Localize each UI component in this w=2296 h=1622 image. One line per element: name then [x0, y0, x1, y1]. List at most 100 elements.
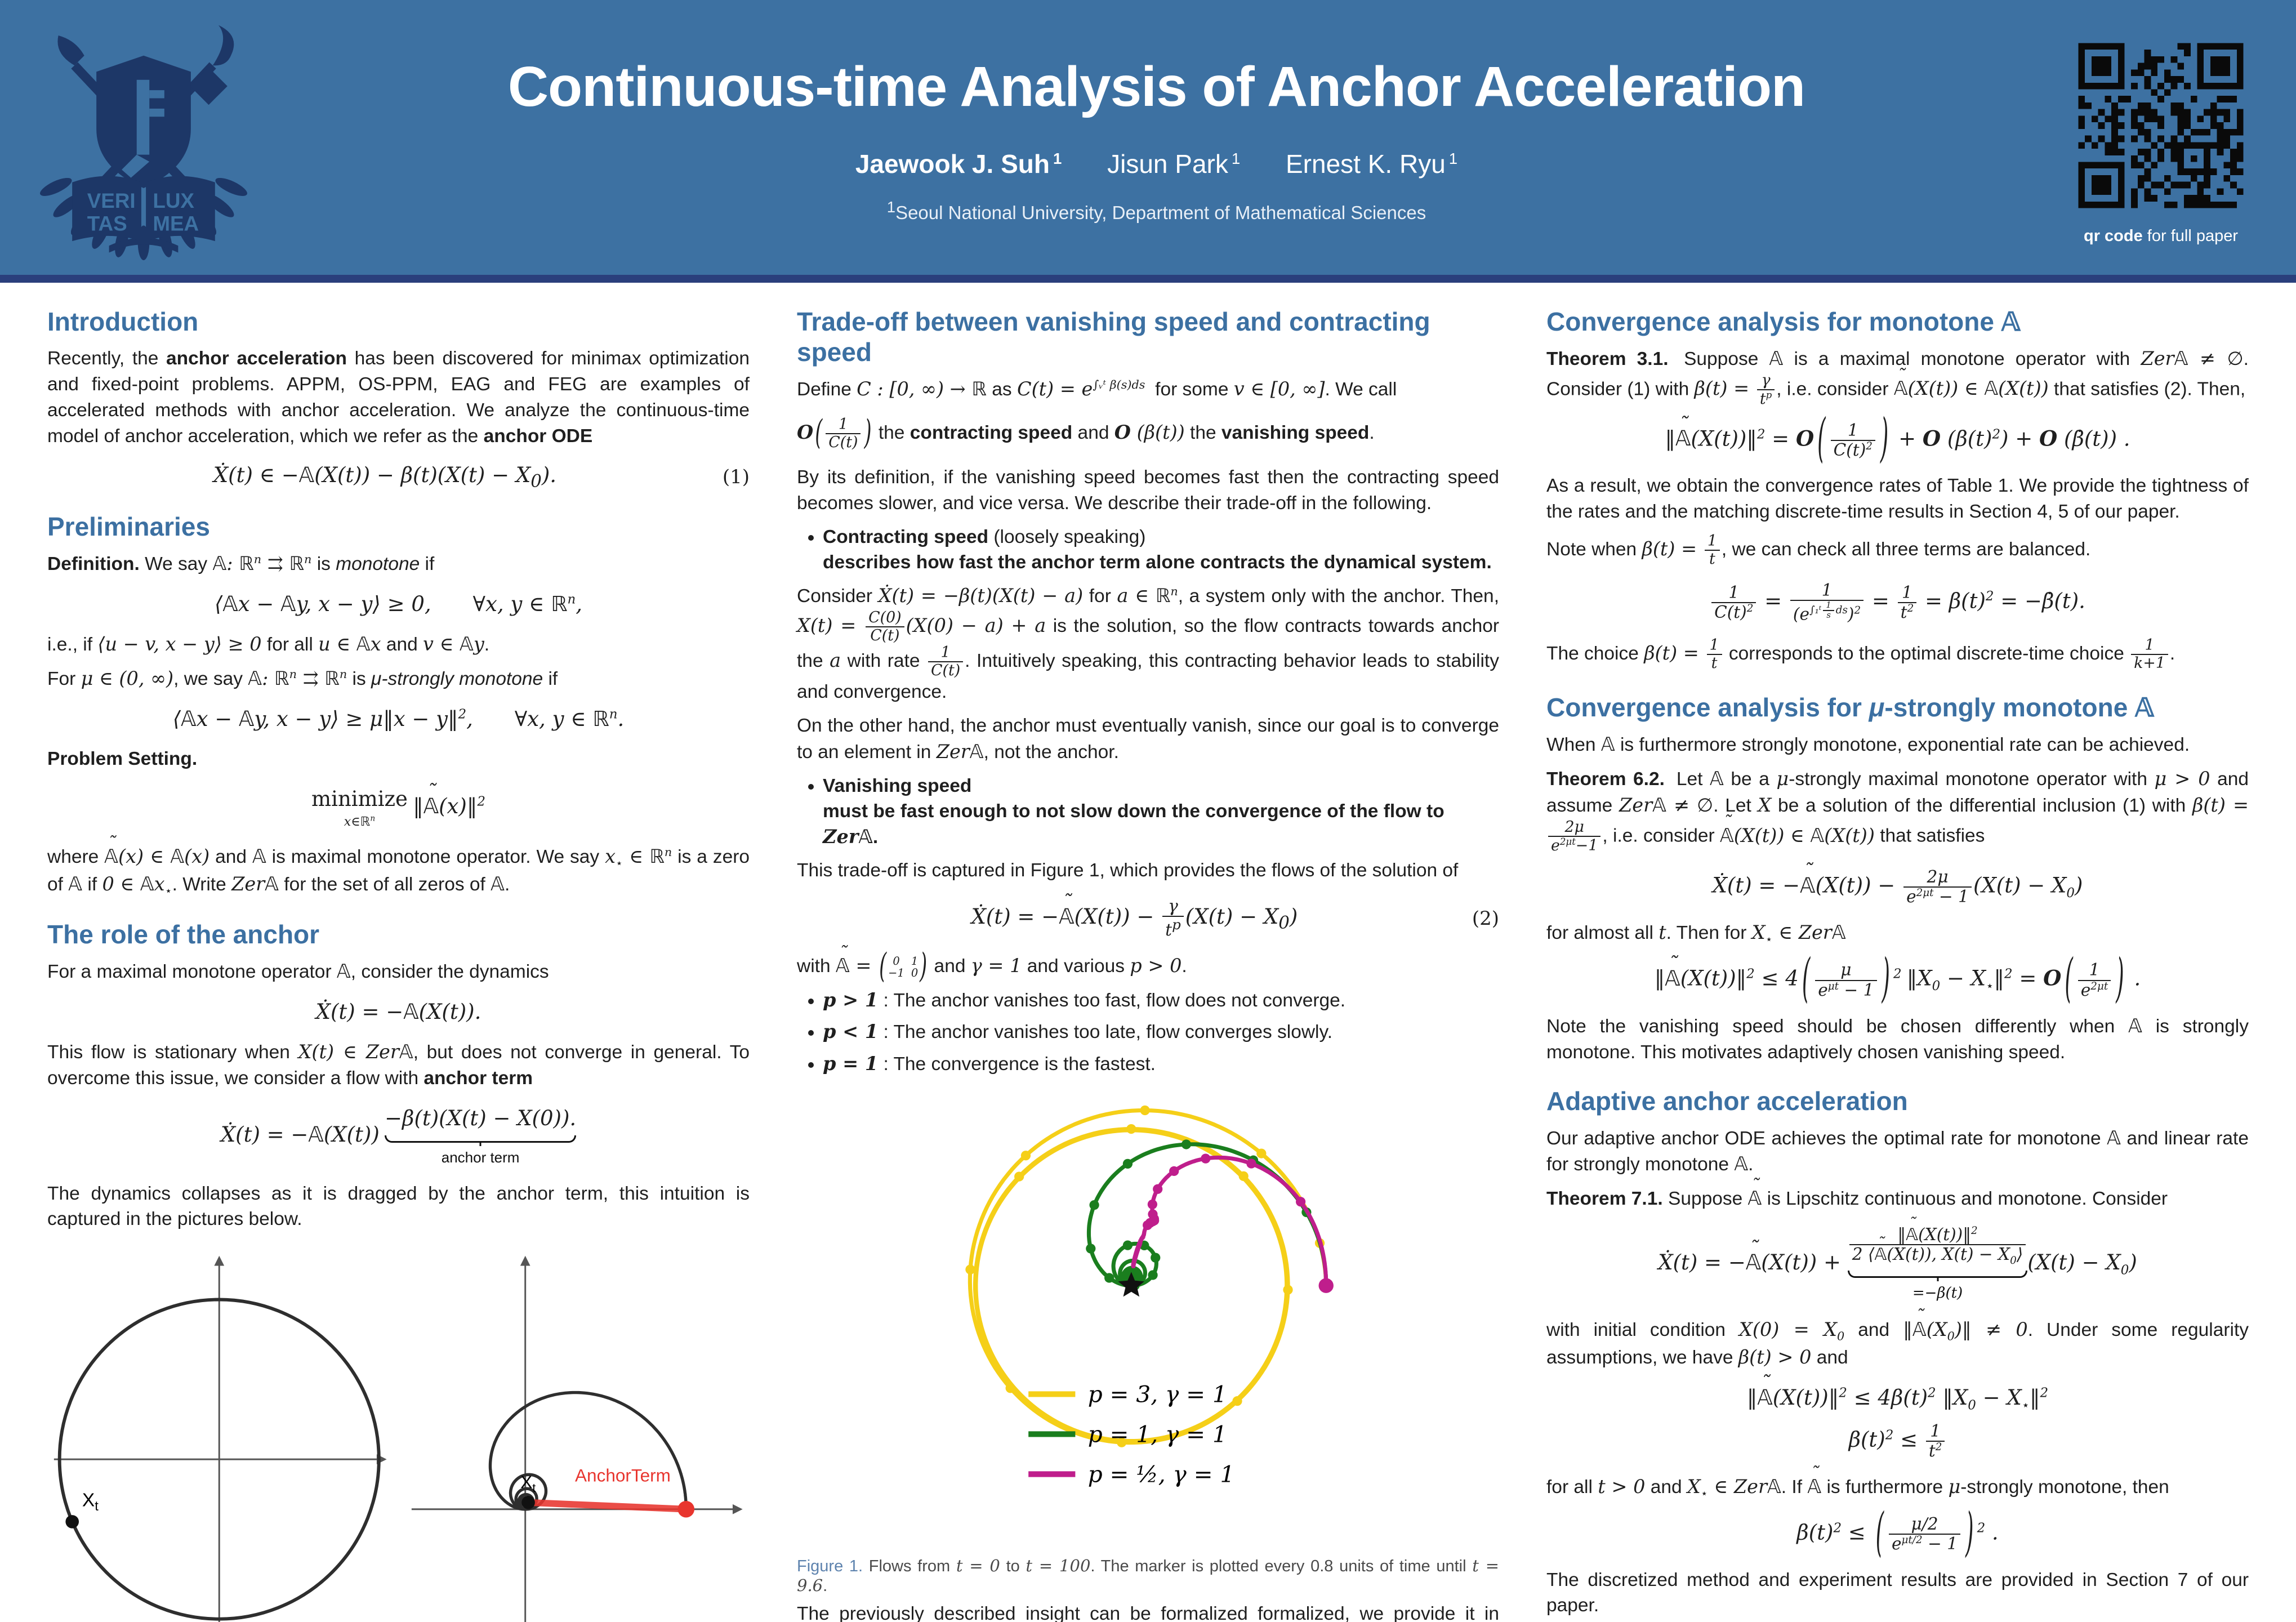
- paragraph: This flow is stationary when X(t) ∈ Zer𝔸…: [47, 1040, 750, 1089]
- circular-orbit: [57, 1298, 381, 1621]
- header-center: Continuous-time Analysis of Anchor Accel…: [265, 51, 2048, 224]
- legend-label: p = ½, γ = 1: [1088, 1461, 1235, 1488]
- anchor-point: [677, 1501, 694, 1518]
- author-2: Jisun Park 1: [1107, 149, 1241, 179]
- time-marker: [1147, 1199, 1157, 1210]
- state-point: [65, 1515, 79, 1529]
- time-marker: [1169, 1166, 1179, 1176]
- speeds-definition: O(1 C(t)) the contracting speed and O (β(…: [797, 412, 1375, 452]
- time-marker: [1295, 1197, 1306, 1207]
- theorem-7-1: Theorem 7.1. Suppose 𝔸 is Lipschitz cont…: [1546, 1186, 2249, 1212]
- time-marker: [1122, 1240, 1133, 1250]
- y-axis-arrow: [214, 1256, 225, 1266]
- time-marker: [1116, 1437, 1127, 1447]
- author-3: Ernest K. Ryu 1: [1286, 149, 1458, 179]
- start-marker: [1318, 1278, 1334, 1293]
- theorem-3-1: Theorem 3.1. Suppose 𝔸 is a maximal mono…: [1546, 346, 2249, 408]
- time-marker: [1283, 1285, 1293, 1295]
- svg-text:TAS: TAS: [87, 212, 127, 235]
- svg-text:VERI: VERI: [87, 189, 136, 212]
- qr-code-image: [2078, 42, 2244, 208]
- equation-flow: Ẋ(t) = −𝔸(X(t)).: [315, 999, 482, 1024]
- header: VERI TAS LUX MEA Continuous-time Analysis o…: [0, 0, 2296, 275]
- legend-label: p = 3, γ = 1: [1088, 1381, 1227, 1408]
- equation-rate-monotone: ‖𝔸(X(t))‖2 = O(1C(t)2) + O (β(t)2) + O (…: [1546, 408, 2249, 469]
- flow-diagrams: Xt Flow of Ẋ(t) = −𝔸(X(t)),with 𝔸 = (01−…: [47, 1246, 750, 1622]
- flow-curve-p3: [968, 1108, 1328, 1445]
- state-point-label: Xt: [520, 1472, 536, 1495]
- section-heading-preliminaries: Preliminaries: [47, 511, 210, 541]
- affiliation: 1Seoul National University, Department o…: [886, 198, 1426, 223]
- figure-1-spiral-chart: p = 3, γ = 1 p = 1, γ = 1 p = ½, γ = 1: [965, 1105, 1334, 1488]
- time-marker: [1142, 1220, 1153, 1230]
- solution-star-marker: [1118, 1272, 1144, 1297]
- time-marker: [1104, 1273, 1114, 1283]
- anchored-flow-spiral-diagram: AnchorTerm Xt: [411, 1256, 743, 1622]
- theorem-6-2: Theorem 6.2. Let 𝔸 be a μ-strongly maxim…: [1546, 766, 2249, 854]
- paragraph: As a result, we obtain the convergence r…: [1546, 475, 2249, 522]
- paragraph: Consider Ẋ(t) = −β(t)(X(t) − a) for a ∈ …: [797, 584, 1499, 702]
- poster-title: Continuous-time Analysis of Anchor Accel…: [507, 55, 1805, 118]
- equation-number: (1): [722, 465, 750, 488]
- equation-adaptive-strong: β(t)2 ≤ (μ/2 eμt/2 − 1) 2 .: [1796, 1501, 1999, 1563]
- figure-1-flows: p = 3, γ = 1 p = 1, γ = 1 p = ½, γ = 1: [797, 1087, 1499, 1553]
- underbrace: [385, 1135, 577, 1143]
- column-tradeoff: Trade-off between vanishing speed and co…: [797, 298, 1499, 1622]
- column-convergence: Convergence analysis for monotone 𝔸 Theo…: [1546, 298, 2249, 1622]
- equation-balance: 1 C(t)2 = 1 (e∫₁ᵗ 1 s ds)2 = 1 t2 = β(t)2 = −β…: [1546, 581, 2249, 624]
- time-marker: [1201, 1153, 1211, 1164]
- state-point: [521, 1496, 535, 1509]
- poster-body: Introduction Recently, the anchor accele…: [0, 283, 2296, 1622]
- time-marker: [1005, 1383, 1015, 1393]
- bullet-p-lt-1: p < 1 : The anchor vanishes too late, fl…: [823, 1019, 1499, 1045]
- paragraph: Definition. We say 𝔸: ℝn ⇉ ℝn is monoton…: [47, 552, 435, 574]
- underbrace-label: =−β(t): [1912, 1284, 1963, 1302]
- underbrace-group: ‖𝔸(X(t))‖22 ⟨𝔸(X(t)), X(t) − X0⟩=−β(t): [1847, 1226, 2028, 1303]
- time-marker: [1151, 1253, 1161, 1263]
- paragraph: Note the vanishing speed should be chose…: [1546, 1014, 2249, 1063]
- bullet-p-eq-1: p = 1 : The convergence is the fastest.: [823, 1051, 1499, 1077]
- paragraph: Define C : [0, ∞) → ℝ as C(t) = e∫ᵥᵗ β(s…: [797, 377, 1397, 400]
- paragraph: By its definition, if the vanishing spee…: [797, 466, 1499, 514]
- paragraph: For μ ∈ (0, ∞), we say 𝔸: ℝn ⇉ ℝn is μ-s…: [47, 667, 558, 689]
- paragraph: When 𝔸 is furthermore strongly monotone,…: [1546, 733, 2190, 756]
- bullet-p-gt-1: p > 1 : The anchor vanishes too fast, fl…: [823, 987, 1499, 1013]
- svg-text:MEA: MEA: [153, 212, 199, 235]
- paragraph: The previously described insight can be …: [797, 1603, 1499, 1622]
- column-introduction: Introduction Recently, the anchor accele…: [47, 298, 750, 1622]
- paragraph: On the other hand, the anchor must event…: [797, 715, 1499, 763]
- time-marker: [1246, 1158, 1256, 1169]
- time-marker: [1140, 1105, 1150, 1116]
- paragraph: with 𝔸 = (01−10) and γ = 1 and various p…: [797, 946, 1499, 985]
- section-heading-tradeoff: Trade-off between vanishing speed and co…: [797, 307, 1430, 367]
- bullet-list: Contracting speed (loosely speaking)desc…: [823, 524, 1499, 575]
- qr-caption: qr code for full paper: [2083, 226, 2238, 245]
- underbrace-group: −β(t)(X(t) − X(0)). anchor term: [385, 1105, 577, 1168]
- paragraph: The dynamics collapses as it is dragged …: [47, 1183, 750, 1230]
- p-cases-list: p > 1 : The anchor vanishes too fast, fl…: [823, 987, 1499, 1077]
- paragraph: For a maximal monotone operator 𝔸, consi…: [47, 960, 549, 982]
- underbrace: [1847, 1270, 2028, 1278]
- figure-1-caption: Figure 1. Flows from t = 0 to t = 100. T…: [797, 1556, 1499, 1595]
- paragraph: Recently, the anchor acceleration has be…: [47, 348, 750, 447]
- anchor-term-line: [524, 1499, 689, 1513]
- paragraph: Our adaptive anchor ODE achieves the opt…: [1546, 1126, 2249, 1175]
- spiral-orbit: [488, 1391, 688, 1511]
- equation-number: (2): [1472, 907, 1499, 930]
- time-marker: [1086, 1244, 1096, 1254]
- equation-2: Ẋ(t) = −𝔸(X(t)) − γtp(X(t) − X0) (2): [797, 897, 1499, 939]
- time-marker: [1014, 1171, 1024, 1182]
- equation-monotone: ⟨𝔸x − 𝔸y, x − y⟩ ≥ 0, ∀x, y ∈ ℝn,: [214, 591, 583, 616]
- equation-anchored-flow: Ẋ(t) = −𝔸(X(t)) −β(t)(X(t) − X(0)). ancho…: [47, 1105, 750, 1168]
- authors-line: Jaewook J. Suh 1 Jisun Park 1 Ernest K. Ry…: [276, 149, 2037, 179]
- equation-adaptive-bounds: ‖𝔸(X(t))‖2 ≤ 4β(t)2 ‖X0 − X⋆‖2 β(t)2 ≤ 1…: [1546, 1384, 2249, 1460]
- header-stripe: [0, 275, 2296, 283]
- time-marker: [1238, 1171, 1249, 1181]
- underbrace-label: anchor term: [441, 1148, 520, 1166]
